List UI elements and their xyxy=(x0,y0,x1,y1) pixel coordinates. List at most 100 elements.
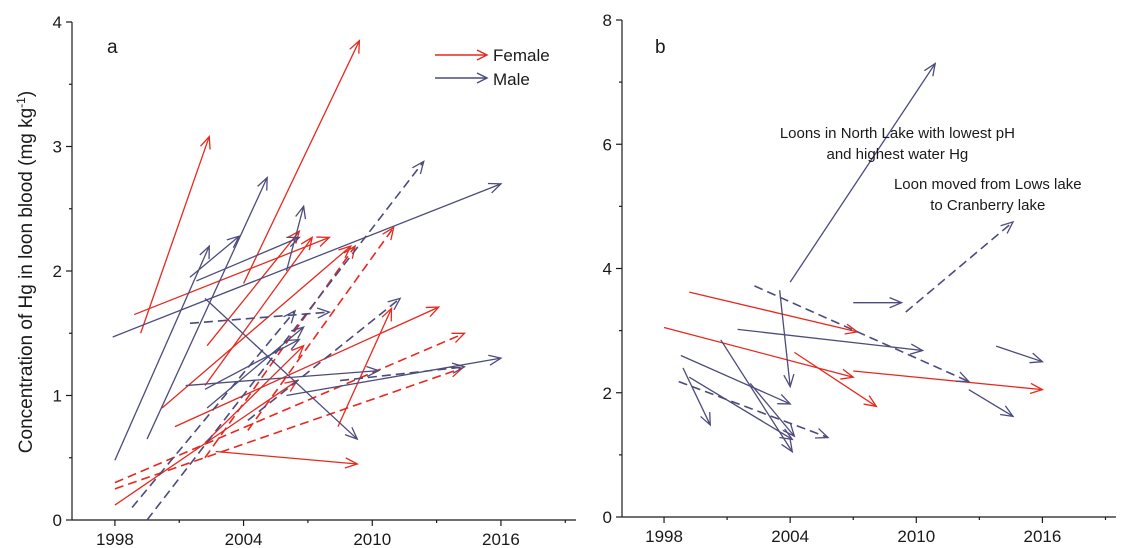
arrow-head xyxy=(487,182,503,194)
arrow-head xyxy=(316,307,332,319)
arrow-head xyxy=(343,244,357,259)
annotation-line: Loon moved from Lows lake xyxy=(894,176,1082,193)
arrow-head xyxy=(300,236,314,251)
arrow-shaft xyxy=(146,160,425,521)
arrow-head xyxy=(777,394,792,405)
data-arrow-male-solid xyxy=(146,176,268,440)
arrow-head xyxy=(257,176,268,191)
data-arrow-male-solid xyxy=(720,339,794,454)
panel-label-a: a xyxy=(107,37,118,58)
arrow-shaft xyxy=(680,354,791,405)
arrow-shaft xyxy=(247,297,401,422)
arrow-head xyxy=(451,362,467,374)
arrow-shaft xyxy=(161,245,352,409)
data-arrow-female-solid xyxy=(206,229,301,347)
y-tick-label: 0 xyxy=(53,511,62,530)
arrow-shaft xyxy=(720,339,793,453)
data-arrow-female-dashed xyxy=(114,332,467,484)
data-arrow-female-solid xyxy=(337,306,393,427)
arrow-head xyxy=(381,306,393,322)
arrow-head xyxy=(1029,382,1045,395)
arrow-shaft xyxy=(678,380,829,439)
x-tick-label: 2010 xyxy=(897,527,935,546)
data-arrow-male-dashed xyxy=(905,220,1015,313)
arrow-head xyxy=(412,160,425,175)
data-arrow-female-solid xyxy=(174,306,441,428)
arrow-head xyxy=(200,134,211,150)
y-tick-label: 0 xyxy=(603,508,612,527)
data-arrow-male-dashed xyxy=(189,307,332,325)
arrow-shaft xyxy=(131,310,296,509)
arrow-shaft xyxy=(242,40,360,284)
arrow-head xyxy=(840,368,855,380)
arrow-head xyxy=(781,438,794,454)
legend: Female Male xyxy=(435,46,550,89)
arrow-head xyxy=(814,428,830,439)
data-arrow-female-solid xyxy=(204,236,314,386)
arrow-head xyxy=(1000,220,1015,234)
arrow-head xyxy=(700,412,712,427)
y-tick-label: 3 xyxy=(53,138,62,157)
legend-arrowhead-female xyxy=(476,49,489,61)
arrow-head xyxy=(783,373,795,389)
data-arrow-male-solid xyxy=(112,182,503,338)
arrow-head xyxy=(782,423,796,438)
arrow-shaft xyxy=(206,326,305,409)
arrow-head xyxy=(344,426,359,441)
arrow-shaft xyxy=(204,237,313,386)
data-arrow-female-solid xyxy=(689,291,860,335)
arrow-head xyxy=(338,245,353,259)
data-arrow-male-solid xyxy=(682,367,712,427)
arrow-shaft xyxy=(337,308,393,427)
data-arrow-male-dashed xyxy=(678,380,830,439)
arrow-head xyxy=(889,297,904,309)
arrow-head xyxy=(425,306,441,318)
data-arrow-male-solid xyxy=(286,354,503,397)
arrow-head xyxy=(349,39,361,54)
arrow-head xyxy=(382,226,395,241)
arrow-head xyxy=(316,236,331,247)
arrow-shaft xyxy=(215,450,358,465)
y-tick-label: 6 xyxy=(603,135,612,154)
legend-label-male: Male xyxy=(493,70,530,89)
arrow-shaft xyxy=(794,351,877,407)
arrow-shaft xyxy=(688,376,793,440)
x-tick-label: 2016 xyxy=(1024,527,1062,546)
data-arrow-male-solid xyxy=(853,297,904,309)
annotation-line: and highest water Hg xyxy=(826,146,968,163)
arrow-shaft xyxy=(206,230,300,347)
arrow-shaft xyxy=(682,367,711,426)
arrow-shaft xyxy=(737,328,923,352)
arrow-head xyxy=(366,365,381,378)
arrow-head xyxy=(199,244,210,260)
arrow-shaft xyxy=(174,306,440,428)
arrow-shaft xyxy=(789,63,936,283)
arrow-shaft xyxy=(114,332,465,484)
data-arrow-male-solid xyxy=(114,244,210,461)
arrow-head xyxy=(863,395,878,408)
arrow-shaft xyxy=(196,236,300,282)
arrow-head xyxy=(488,354,503,366)
data-arrow-male-solid xyxy=(749,383,796,438)
data-arrow-male-solid xyxy=(779,290,795,389)
arrow-shaft xyxy=(749,383,795,437)
data-arrow-male-dashed xyxy=(146,160,425,521)
data-arrow-female-solid xyxy=(140,134,211,334)
data-arrow-male-dashed xyxy=(754,285,971,383)
data-arrow-male-solid xyxy=(688,376,794,441)
arrow-head xyxy=(291,344,305,358)
arrow-shaft xyxy=(189,235,240,278)
data-arrow-female-solid xyxy=(161,245,353,409)
arrow-head xyxy=(291,325,305,339)
panel-label-b: b xyxy=(655,37,666,58)
arrow-head xyxy=(387,297,402,311)
arrow-head xyxy=(955,371,971,383)
arrow-shaft xyxy=(204,297,358,440)
y-tick-label: 1 xyxy=(53,387,62,406)
data-arrow-male-dashed xyxy=(247,297,402,422)
data-arrow-male-solid xyxy=(737,328,925,355)
arrow-head xyxy=(295,204,307,220)
arrow-head xyxy=(1029,352,1045,364)
x-tick-label: 2010 xyxy=(353,530,391,548)
